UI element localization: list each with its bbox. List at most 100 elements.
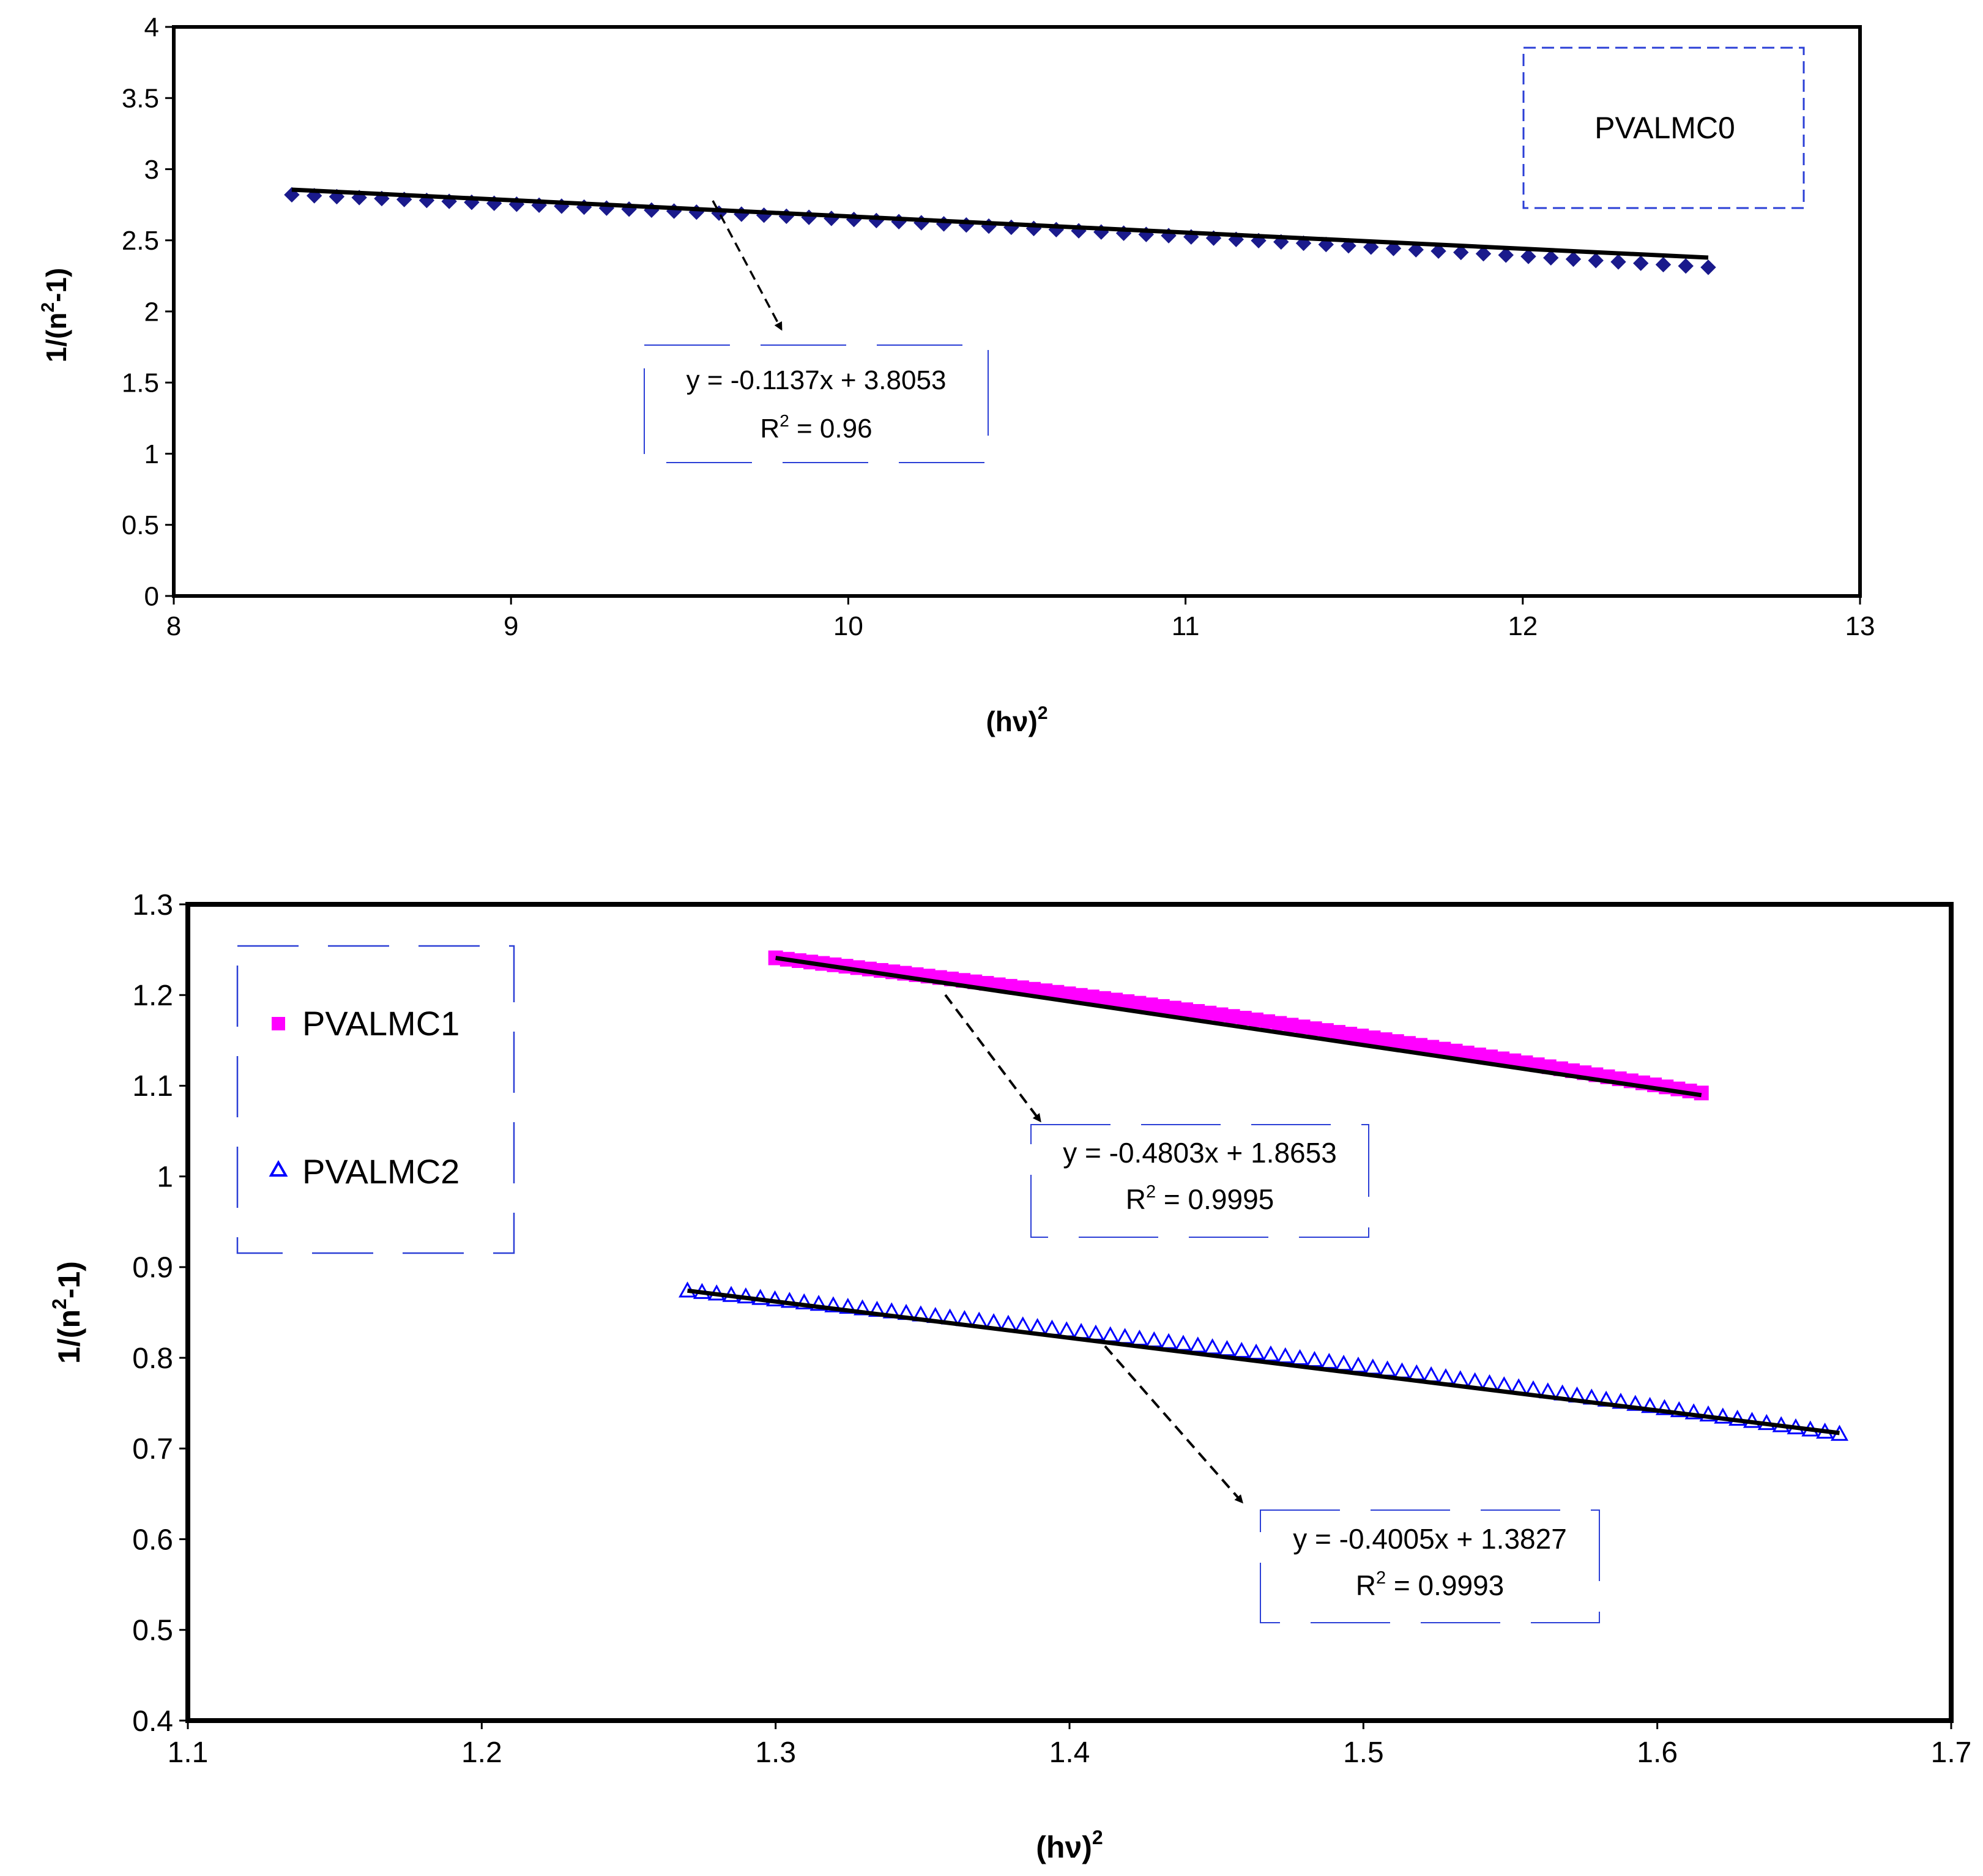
chart-pvalmc0: 00.511.522.533.54 8 9 10 11 12 13 1/(n2-1) (h…: [38, 12, 1875, 737]
data-point-pvalmc2: [1378, 1360, 1397, 1377]
y-tick-label: 0.7: [132, 1433, 173, 1465]
trendline-annotation-pvalmc2: y = -0.4005x + 1.3827 R2 = 0.9993: [1104, 1345, 1600, 1623]
y-tick-label: 1: [144, 439, 159, 469]
data-point-pvalmc2: [1232, 1341, 1251, 1358]
y-tick-label: 0.5: [132, 1615, 173, 1647]
data-point-pvalmc0: [1520, 248, 1536, 264]
trendline-pvalmc0: [291, 187, 1709, 260]
annotation-arrow: [944, 994, 1041, 1123]
x-tick-label: 9: [504, 611, 518, 641]
y-axis-title-tail: -1): [52, 1261, 86, 1298]
trendlines: [687, 956, 1840, 1435]
data-point-pvalmc2: [1451, 1370, 1470, 1387]
x-tick-label: 8: [166, 611, 181, 641]
data-point-pvalmc2: [1349, 1357, 1367, 1373]
data-point-pvalmc0: [1498, 247, 1514, 263]
y-tick-label: 2: [144, 297, 159, 327]
x-tick-label: 1.2: [461, 1736, 502, 1769]
trendlines: [291, 187, 1709, 260]
x-tick-label: 13: [1845, 611, 1875, 641]
y-axis-ticks: 0.4 0.5 0.6 0.7 0.8 0.9 1 1.1 1.2 1.3: [132, 889, 188, 1738]
y-tick-label: 1.5: [122, 368, 159, 398]
data-point-pvalmc2: [1101, 1326, 1120, 1342]
data-point-pvalmc2: [1247, 1343, 1265, 1360]
y-axis-title-main: 1/(n: [40, 313, 72, 363]
data-point-pvalmc2: [1276, 1347, 1295, 1364]
data-point-pvalmc0: [1408, 242, 1424, 258]
data-point-pvalmc0: [1700, 259, 1716, 275]
chart-pvalmc1-pvalmc2: 0.40.50.60.70.80.911.11.21.3 1.1 1.2 1.3 1.…: [48, 889, 1971, 1864]
data-point-pvalmc2: [1057, 1321, 1076, 1338]
annotation-r2: R2 = 0.9993: [1356, 1568, 1505, 1601]
trendline-annotation-pvalmc1: y = -0.4803x + 1.8653 R2 = 0.9995: [944, 994, 1369, 1238]
data-point-pvalmc0: [1543, 250, 1559, 266]
x-tick-label: 1.3: [755, 1736, 796, 1769]
data-point-pvalmc2: [1174, 1334, 1192, 1351]
data-point-pvalmc2: [1291, 1349, 1309, 1366]
data-point-pvalmc2: [1145, 1331, 1163, 1347]
legend-label-pvalmc2: PVALMC2: [302, 1152, 459, 1191]
data-point-pvalmc2: [1159, 1333, 1178, 1349]
annotation-equation: y = -0.4005x + 1.3827: [1293, 1523, 1567, 1555]
y-axis-title: 1/(n2-1): [48, 1261, 86, 1364]
data-point-pvalmc0: [1453, 244, 1469, 261]
x-tick-label: 1.6: [1637, 1736, 1678, 1769]
trendline-annotation-pvalmc0: y = -0.1137x + 3.8053 R2 = 0.96: [644, 200, 989, 463]
data-point-pvalmc2: [1334, 1355, 1353, 1371]
r2-label: R: [760, 414, 779, 444]
x-axis-ticks: 8 9 10 11 12 13: [166, 596, 1875, 641]
y-tick-label: 1.2: [132, 980, 173, 1012]
r2-value: = 0.9993: [1386, 1569, 1504, 1601]
data-point-pvalmc0: [1475, 245, 1492, 262]
r2-sup: 2: [779, 411, 789, 430]
legend-label-pvalmc1: PVALMC1: [302, 1004, 459, 1043]
y-tick-label: 3.5: [122, 84, 159, 114]
r2-sup: 2: [1376, 1568, 1386, 1588]
x-axis-title: (hν)2: [1036, 1826, 1103, 1864]
trendline-pvalmc1: [775, 956, 1702, 1098]
legend: PVALMC1 PVALMC2: [236, 945, 515, 1254]
annotation-r2: R2 = 0.9995: [1126, 1182, 1274, 1215]
data-point-pvalmc0: [1633, 255, 1649, 271]
legend-box: [1522, 47, 1805, 209]
x-tick-label: 1.4: [1049, 1736, 1090, 1769]
y-tick-label: 0.6: [132, 1524, 173, 1556]
annotation-arrow: [712, 200, 783, 331]
data-point-pvalmc2: [1189, 1336, 1207, 1353]
y-tick-label: 1.1: [132, 1070, 173, 1103]
legend-label-pvalmc0: PVALMC0: [1594, 111, 1735, 145]
legend: PVALMC0: [1522, 47, 1805, 209]
data-point-pvalmc2: [1218, 1340, 1236, 1357]
y-tick-label: 0: [144, 581, 159, 611]
x-tick-label: 12: [1508, 611, 1538, 641]
annotation-box: [644, 344, 989, 463]
data-point-pvalmc2: [1116, 1328, 1134, 1344]
y-tick-label: 0.5: [122, 510, 159, 540]
data-point-pvalmc2: [1305, 1350, 1323, 1368]
y-tick-label: 2.5: [122, 226, 159, 256]
data-point-pvalmc2: [1422, 1366, 1440, 1383]
data-point-pvalmc2: [1072, 1323, 1090, 1339]
annotation-equation: y = -0.4803x + 1.8653: [1063, 1137, 1337, 1169]
r2-value: = 0.96: [789, 414, 872, 444]
trendline-pvalmc2: [687, 1288, 1840, 1435]
data-point-pvalmc2: [1320, 1352, 1338, 1369]
y-axis-title-sup: 2: [38, 302, 58, 313]
y-axis-ticks: 0 0.5 1 1.5 2 2.5 3 3.5 4: [122, 12, 174, 611]
x-axis-title-sup: 2: [1092, 1826, 1103, 1848]
annotation-equation: y = -0.1137x + 3.8053: [686, 365, 947, 395]
x-axis-title-main: (hν): [1036, 1830, 1092, 1864]
x-tick-label: 1.1: [168, 1736, 209, 1769]
legend-marker-pvalmc2: [269, 1159, 288, 1177]
x-tick-label: 11: [1172, 611, 1200, 641]
y-tick-label: 1: [157, 1161, 173, 1193]
annotation-arrow: [1104, 1345, 1243, 1504]
y-axis-title-sup: 2: [48, 1298, 70, 1309]
x-axis-title: (hν)2: [986, 703, 1047, 737]
data-point-pvalmc0: [1588, 253, 1604, 269]
data-point-pvalmc2: [1043, 1319, 1061, 1336]
y-axis-title: 1/(n2-1): [38, 268, 72, 363]
x-tick-label: 1.5: [1343, 1736, 1384, 1769]
r2-label: R: [1126, 1183, 1146, 1215]
